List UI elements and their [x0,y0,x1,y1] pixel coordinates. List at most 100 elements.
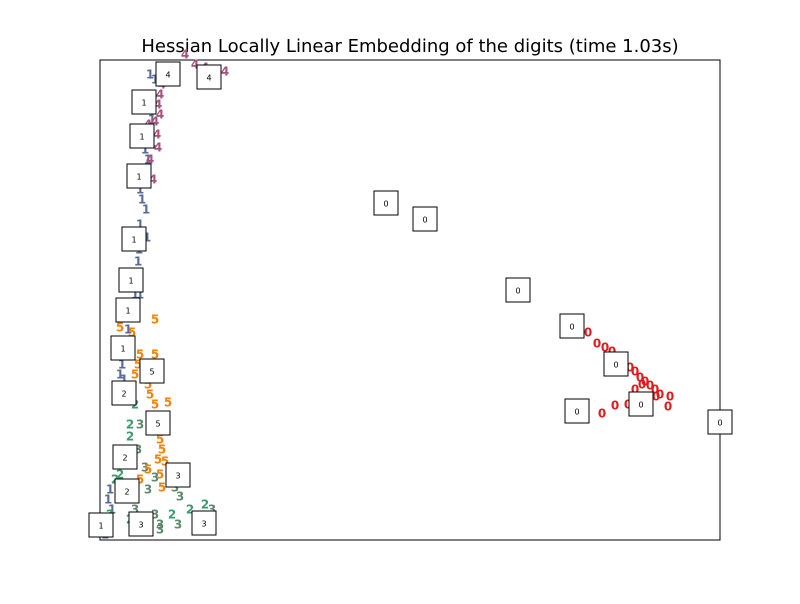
digit-point: 0 [631,365,639,379]
thumbnail-digit: 1 [120,345,125,354]
thumbnail [564,398,590,424]
thumbnail [603,351,629,377]
digit-point: 4 [156,108,164,122]
thumbnail [412,206,438,232]
digit-point: 0 [656,388,664,402]
digit-point: 1 [143,231,151,245]
digit-point: 2 [126,418,134,432]
thumbnail-digit: 2 [121,390,126,399]
thumbnail [191,510,217,536]
digit-point: 0 [626,361,634,375]
thumbnail [559,313,585,339]
digit-point: 1 [108,503,116,517]
digit-point: 5 [156,433,164,447]
digit-point: 1 [148,113,156,127]
thumbnail-digit: 0 [569,323,574,332]
digit-point: 5 [158,481,166,495]
digit-point: 4 [149,173,157,187]
digit-point: 3 [141,461,149,475]
chart-title: Hessian Locally Linear Embedding of the … [141,36,678,57]
thumbnail-digit: 0 [638,401,643,410]
thumbnail-digit: 1 [141,99,146,108]
thumbnail-digit: 0 [613,361,618,370]
digit-point: 0 [601,341,609,355]
thumbnail [111,380,137,406]
digit-point: 5 [146,388,154,402]
thumbnail-digit: 3 [138,521,143,530]
digit-point: 1 [136,288,144,302]
digit-point: 5 [161,455,169,469]
digit-point: 1 [124,323,132,337]
digit-point: 3 [208,503,216,517]
digit-point: 2 [126,430,134,444]
thumbnail-digit: 1 [125,307,130,316]
thumbnail [110,335,136,361]
digit-point: 3 [151,471,159,485]
digit-point: 3 [156,518,164,532]
digit-point: 1 [144,153,152,167]
digit-point: 2 [201,498,209,512]
digit-point: 2 [168,508,176,522]
thumbnail [126,163,152,189]
thumbnail [139,358,165,384]
digit-point: 1 [120,373,128,387]
thumbnail [373,190,399,216]
thumbnail [145,410,171,436]
digit-point: 5 [136,348,144,362]
thumbnail [121,226,147,252]
thumbnail-digit: 0 [383,200,388,209]
digit-point: 4 [154,141,162,155]
thumbnail [115,297,141,323]
digit-point: 3 [136,418,144,432]
digit-point: 1 [104,493,112,507]
thumbnail-digit: 2 [124,488,129,497]
digit-point: 5 [151,313,159,327]
digit-point: 3 [144,483,152,497]
digit-point: 1 [136,183,144,197]
digit-point: 0 [638,378,646,392]
thumbnail [628,391,654,417]
thumbnail-digit: 5 [149,368,154,377]
thumbnail [118,267,144,293]
digit-point: 1 [142,203,150,217]
thumbnail-digit: 4 [206,74,211,83]
digit-point: 5 [156,468,164,482]
thumbnail-digit: 3 [201,520,206,529]
thumbnail-digit: 1 [98,522,103,531]
digit-point: 4 [156,88,164,102]
digit-point: 4 [221,65,229,79]
digit-point: 1 [141,143,149,157]
digit-point: 1 [146,68,154,82]
thumbnail [131,89,157,115]
thumbnail [707,409,733,435]
digit-point: 5 [164,396,172,410]
thumbnail [128,511,154,537]
thumbnail-digit: 1 [136,173,141,182]
thumbnail [155,61,181,87]
digit-point: 1 [134,255,142,269]
thumbnail-digit: 4 [165,71,170,80]
digit-point: 0 [646,379,654,393]
thumbnail-digit: 2 [122,454,127,463]
thumbnail-digit: 0 [717,419,722,428]
thumbnail [112,444,138,470]
digit-point: 1 [118,358,126,372]
thumbnail [165,462,191,488]
thumbnail-digit: 0 [422,216,427,225]
digit-point: 2 [186,503,194,517]
digit-point: 3 [156,523,164,537]
digit-point: 4 [191,58,199,72]
digit-point: 1 [151,73,159,87]
thumbnail [505,277,531,303]
digit-point: 5 [144,378,152,392]
digit-point: 1 [138,193,146,207]
plot-frame [99,59,721,541]
thumbnail-digit: 1 [131,236,136,245]
digit-point: 5 [134,358,142,372]
digit-point: 5 [158,443,166,457]
digit-point: 0 [593,337,601,351]
digit-point: 0 [584,326,592,340]
digit-point: 0 [624,398,632,412]
digit-point: 5 [144,463,152,477]
digit-point: 3 [131,503,139,517]
